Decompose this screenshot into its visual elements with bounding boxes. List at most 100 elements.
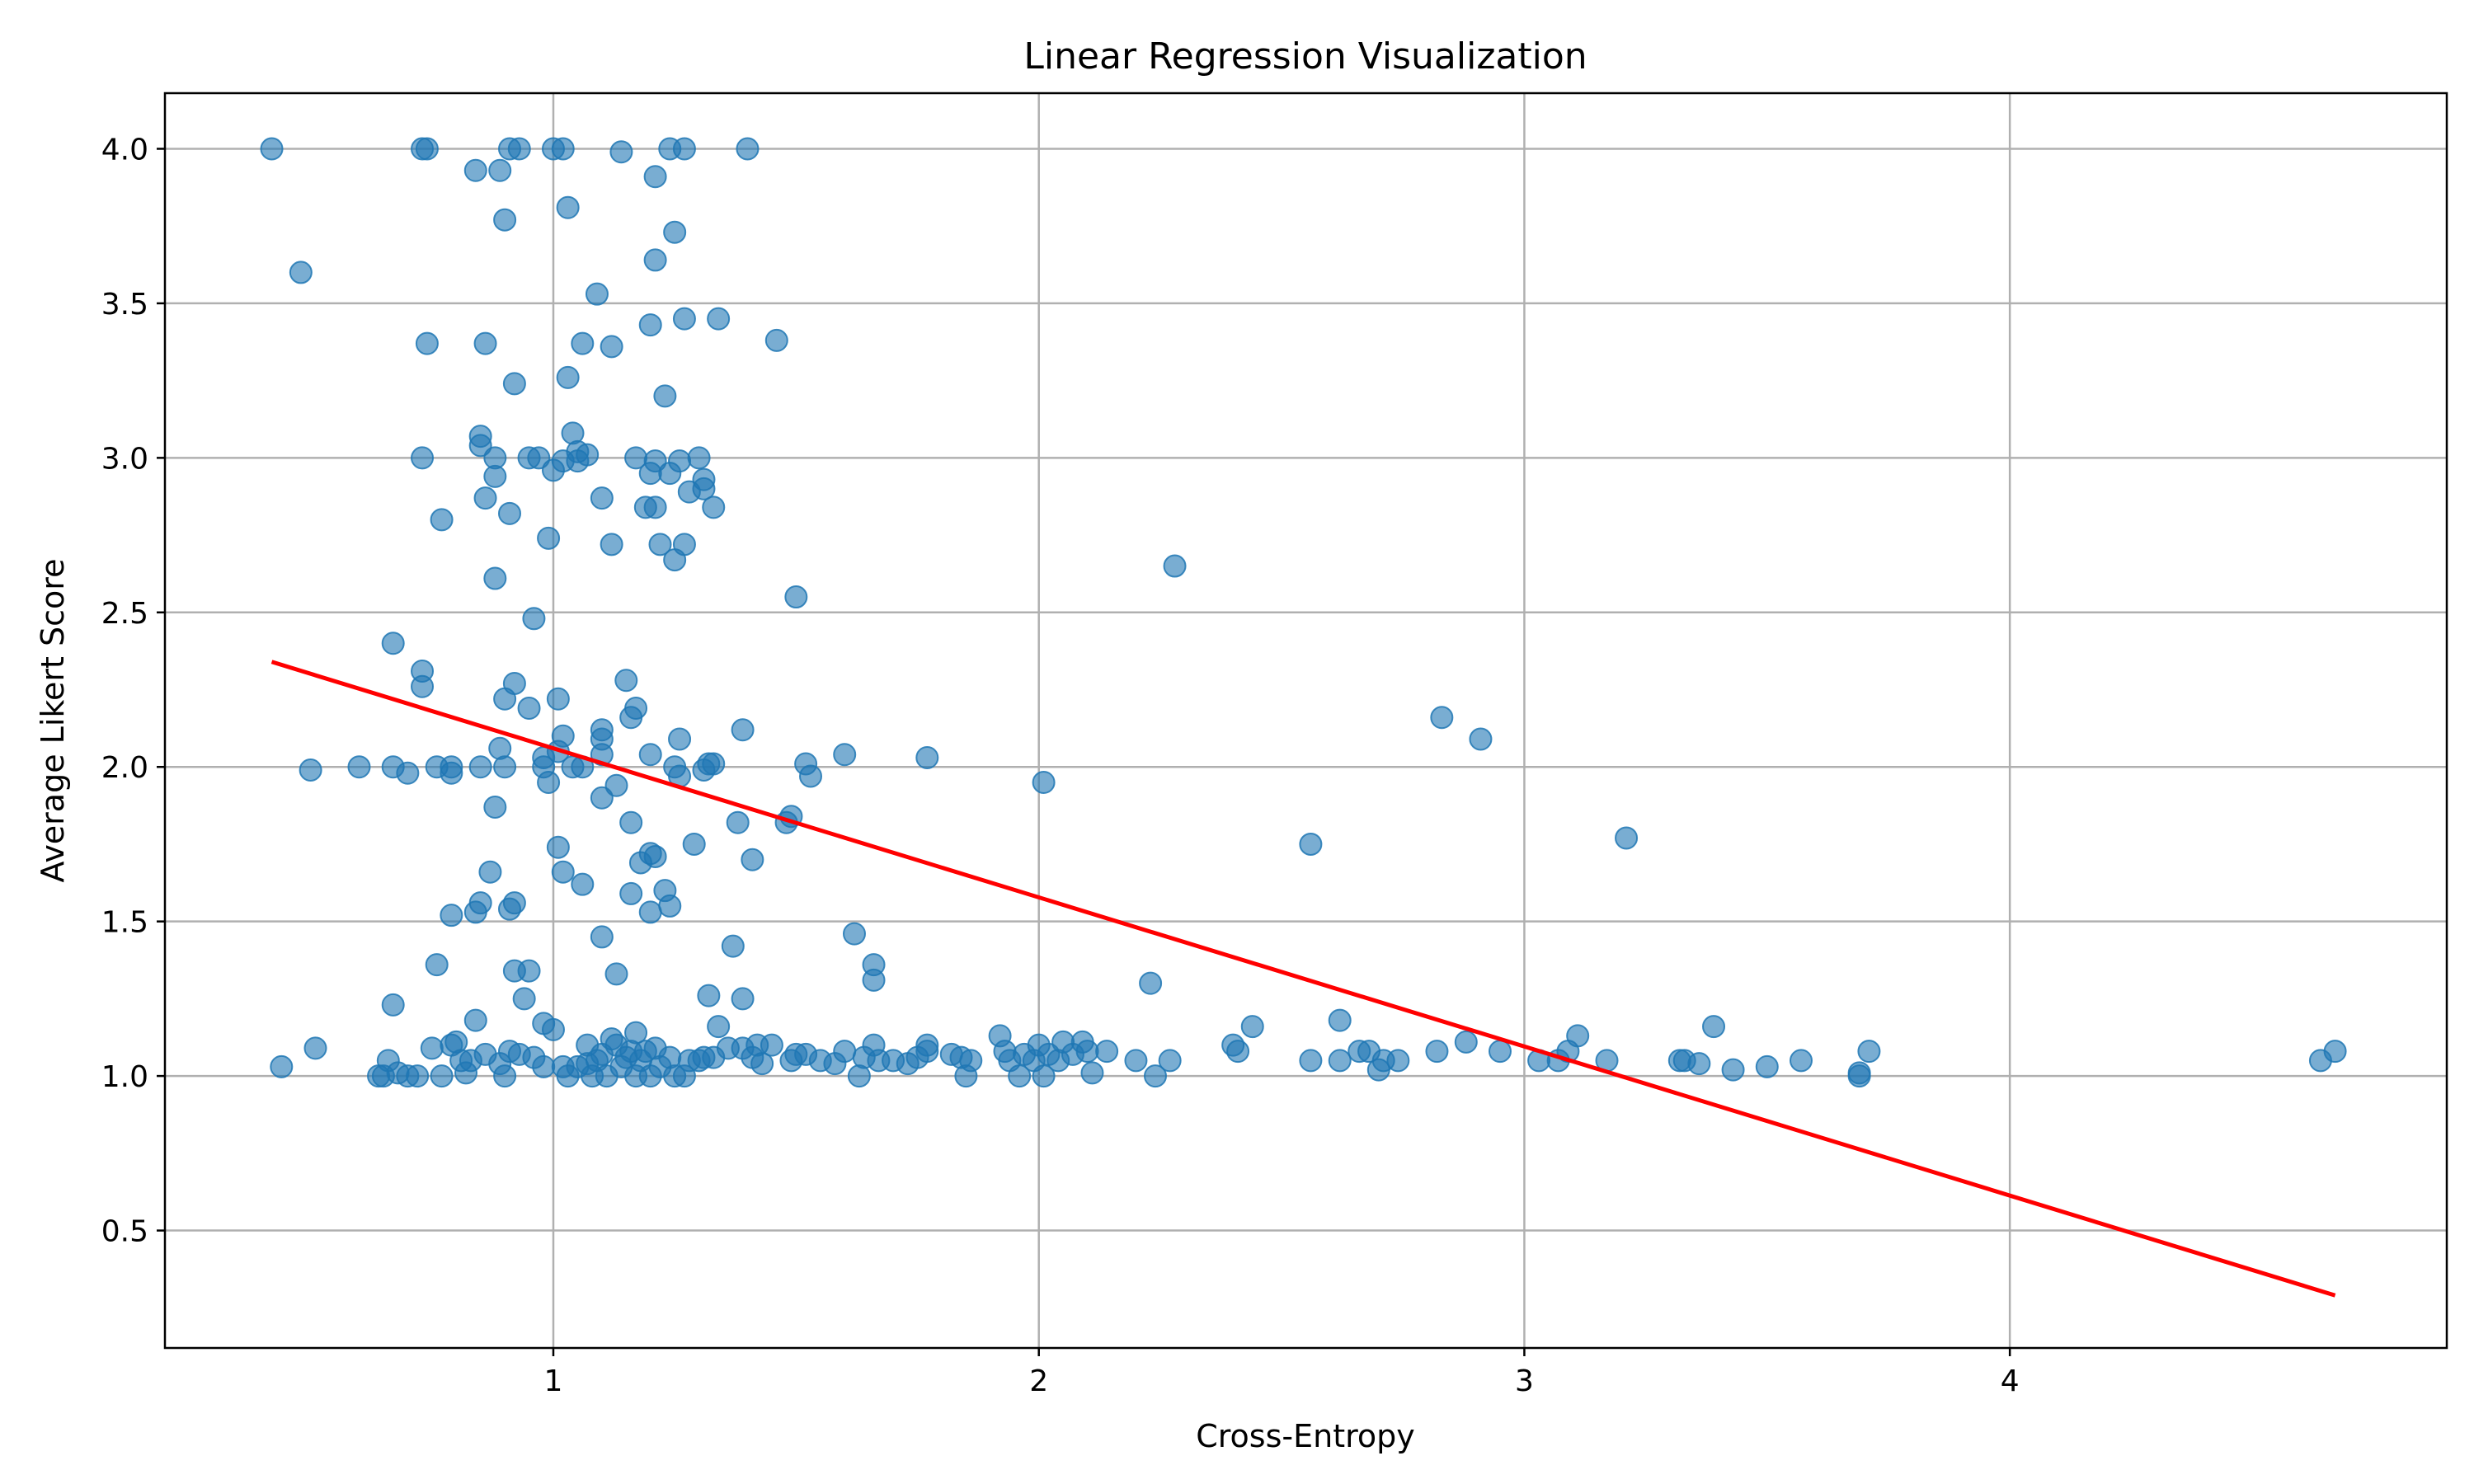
scatter-point xyxy=(1226,1040,1250,1064)
scatter-point xyxy=(1124,1049,1148,1073)
scatter-point xyxy=(483,566,507,590)
scatter-point xyxy=(731,987,755,1011)
scatter-point xyxy=(600,533,623,556)
scatter-point xyxy=(915,745,939,769)
scatter-point xyxy=(1008,1064,1032,1088)
scatter-point xyxy=(270,1054,294,1078)
scatter-point xyxy=(1328,1049,1352,1073)
scatter-point xyxy=(590,925,614,949)
scatter-point xyxy=(512,987,536,1011)
scatter-point xyxy=(260,137,284,161)
scatter-point xyxy=(658,462,682,486)
scatter-point xyxy=(517,697,541,721)
scatter-point xyxy=(609,140,633,164)
scatter-point xyxy=(1857,1040,1881,1064)
scatter-point xyxy=(672,137,696,161)
scatter-point xyxy=(707,1015,731,1039)
scatter-point xyxy=(299,758,322,782)
scatter-point xyxy=(760,1033,783,1057)
scatter-point xyxy=(643,495,667,519)
scatter-point xyxy=(468,755,492,779)
scatter-point xyxy=(677,480,701,504)
scatter-point xyxy=(624,1021,648,1045)
scatter-point xyxy=(915,1033,939,1057)
scatter-point xyxy=(1240,1015,1264,1039)
scatter-point xyxy=(425,953,449,977)
scatter-point xyxy=(736,137,760,161)
scatter-point xyxy=(590,486,614,510)
scatter-points xyxy=(260,137,2347,1088)
scatter-point xyxy=(1430,706,1454,730)
scatter-point xyxy=(721,934,745,958)
scatter-point xyxy=(702,752,726,776)
scatter-point xyxy=(726,810,750,834)
scatter-point xyxy=(833,1040,857,1064)
scatter-point xyxy=(1386,1049,1410,1073)
scatter-point xyxy=(463,1008,487,1032)
y-tick-label: 3.5 xyxy=(101,288,148,322)
scatter-point xyxy=(556,195,580,219)
scatter-point xyxy=(1143,1064,1167,1088)
scatter-point xyxy=(517,959,541,983)
scatter-point xyxy=(663,548,687,572)
scatter-point xyxy=(507,137,531,161)
scatter-point xyxy=(638,313,662,337)
scatter-point xyxy=(546,835,570,859)
scatter-point xyxy=(537,770,561,794)
x-tick-label: 3 xyxy=(1515,1364,1534,1398)
scatter-point xyxy=(411,674,435,698)
scatter-point xyxy=(1075,1040,1099,1064)
scatter-point xyxy=(493,687,517,711)
scatter-point xyxy=(468,434,492,458)
scatter-point xyxy=(959,1049,983,1073)
scatter-point xyxy=(571,331,595,355)
scatter-point xyxy=(497,897,521,921)
scatter-point xyxy=(1454,1030,1478,1054)
scatter-point xyxy=(1163,554,1187,578)
scatter-point xyxy=(1299,1049,1323,1073)
y-tick-label: 1.5 xyxy=(101,906,148,940)
scatter-point xyxy=(473,486,497,510)
scatter-point xyxy=(541,458,565,482)
scatter-point xyxy=(750,1052,774,1076)
scatter-point xyxy=(463,158,487,182)
scatter-point xyxy=(396,761,420,785)
scatter-point xyxy=(862,968,886,992)
scatter-point xyxy=(1488,1040,1512,1064)
scatter-point xyxy=(653,384,677,408)
regression-line-layer xyxy=(270,660,2336,1298)
scatter-point xyxy=(799,764,823,788)
axis-ticks: 1 2 3 4 0.5 1.0 1.5 2.0 2.5 3.0 3.5 4.0 xyxy=(101,133,2020,1398)
y-tick-label: 0.5 xyxy=(101,1215,148,1249)
scatter-point xyxy=(1687,1052,1711,1076)
scatter-point xyxy=(551,860,575,884)
scatter-point xyxy=(440,761,463,785)
scatter-point xyxy=(411,446,435,470)
scatter-point xyxy=(483,795,507,819)
scatter-point xyxy=(600,335,623,359)
scatter-point xyxy=(406,1064,430,1088)
scatter-point xyxy=(619,810,643,834)
scatter-point xyxy=(551,137,575,161)
scatter-point xyxy=(663,220,687,244)
x-axis-label: Cross-Entropy xyxy=(1196,1418,1415,1454)
scatter-point xyxy=(614,669,638,693)
scatter-point xyxy=(420,1036,444,1060)
scatter-point xyxy=(537,526,561,550)
scatter-point xyxy=(1032,770,1056,794)
scatter-point xyxy=(643,248,667,272)
scatter-point xyxy=(1080,1061,1104,1085)
scatter-point xyxy=(697,984,721,1007)
scatter-point xyxy=(502,372,526,396)
scatter-point xyxy=(1328,1008,1352,1032)
scatter-point xyxy=(668,727,692,751)
chart-title: Linear Regression Visualization xyxy=(1023,35,1587,77)
scatter-point xyxy=(619,881,643,905)
scatter-point xyxy=(702,495,726,519)
scatter-point xyxy=(1032,1064,1056,1088)
scatter-point xyxy=(381,632,405,655)
scatter-point xyxy=(1425,1040,1449,1064)
scatter-point xyxy=(628,851,652,875)
scatter-point xyxy=(289,261,313,284)
scatter-point xyxy=(604,773,628,797)
